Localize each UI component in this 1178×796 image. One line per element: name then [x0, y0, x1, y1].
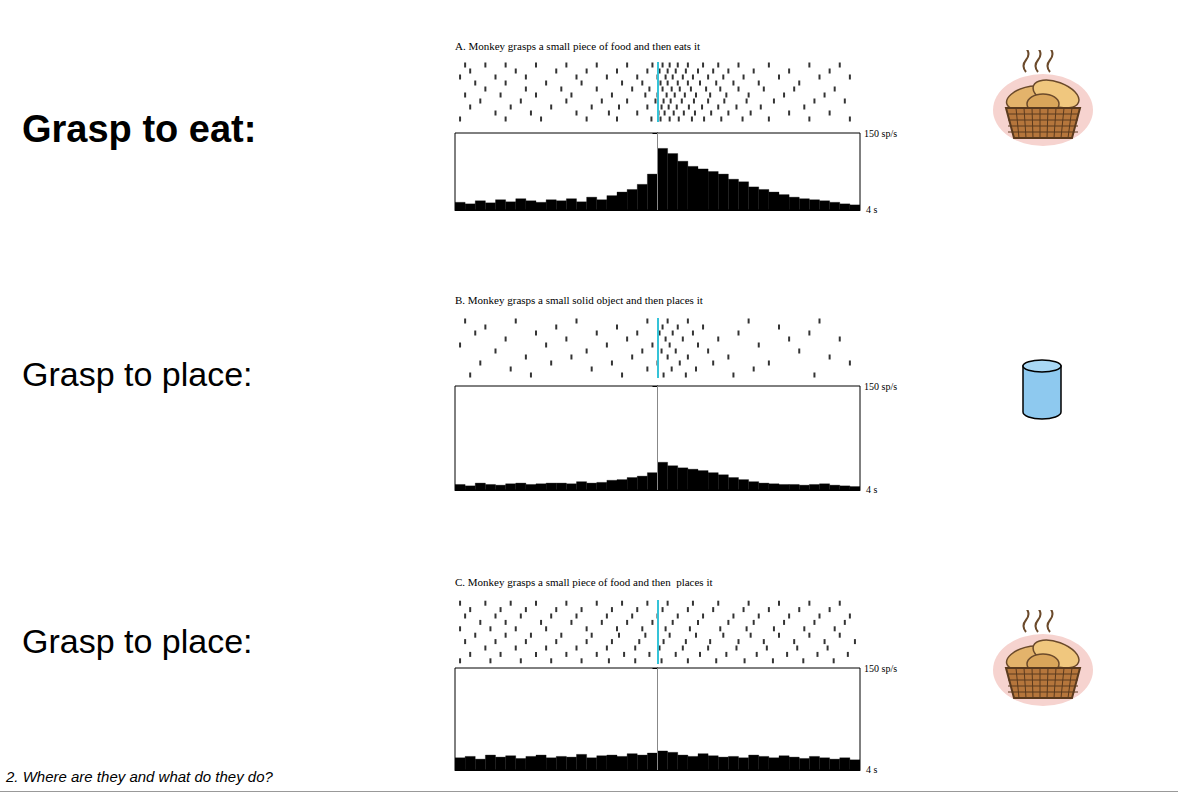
html-text:Grasp to place:: Grasp to place:	[22, 622, 253, 660]
svg-text:B. Monkey grasps a small solid: B. Monkey grasps a small solid object an…	[455, 294, 703, 306]
svg-text:C. Monkey grasps a small piece: C. Monkey grasps a small piece of food a…	[455, 576, 713, 588]
html-text:Grasp to place:: Grasp to place:	[22, 355, 253, 393]
svg-text:4 s: 4 s	[866, 484, 878, 495]
html-text:Grasp to eat:: Grasp to eat:	[22, 108, 257, 150]
html-text:2. Where are they and what do: 2. Where are they and what do they do?	[6, 768, 273, 785]
svg-text:150 sp/s: 150 sp/s	[864, 128, 897, 139]
svg-text:150 sp/s: 150 sp/s	[864, 381, 897, 392]
svg-text:150 sp/s: 150 sp/s	[864, 663, 897, 674]
svg-text:4 s: 4 s	[866, 204, 878, 215]
svg-text:4 s: 4 s	[866, 764, 878, 775]
svg-text:A. Monkey grasps a small piece: A. Monkey grasps a small piece of food a…	[455, 40, 700, 52]
